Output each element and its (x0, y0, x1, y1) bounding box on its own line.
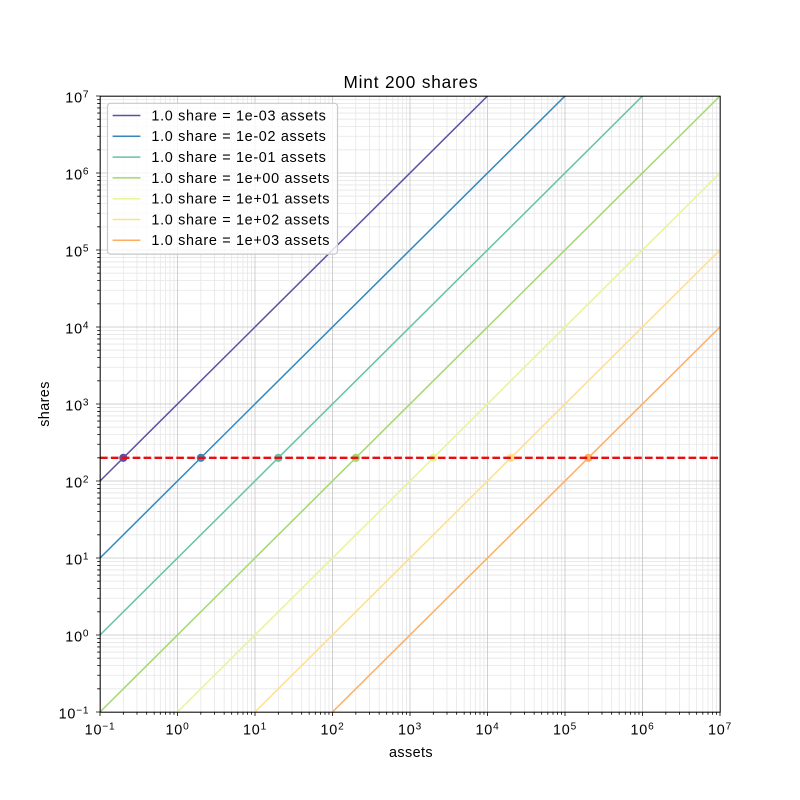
svg-text:100: 100 (165, 722, 189, 739)
svg-text:101: 101 (65, 552, 89, 569)
svg-text:106: 106 (630, 722, 654, 739)
svg-text:104: 104 (475, 722, 499, 739)
svg-text:assets: assets (389, 745, 433, 761)
svg-text:107: 107 (65, 90, 89, 107)
svg-text:1.0 share = 1e-02 assets: 1.0 share = 1e-02 assets (151, 129, 326, 145)
svg-text:102: 102 (65, 475, 89, 492)
svg-text:103: 103 (65, 398, 89, 415)
svg-text:shares: shares (37, 381, 53, 427)
svg-text:104: 104 (65, 321, 89, 338)
svg-text:100: 100 (65, 629, 89, 646)
svg-text:1.0 share = 1e-03 assets: 1.0 share = 1e-03 assets (151, 108, 326, 124)
svg-text:1.0 share = 1e+03 assets: 1.0 share = 1e+03 assets (151, 233, 330, 249)
svg-text:105: 105 (553, 722, 577, 739)
svg-text:102: 102 (320, 722, 344, 739)
svg-text:1.0 share = 1e+02 assets: 1.0 share = 1e+02 assets (151, 212, 330, 228)
svg-text:1.0 share = 1e-01 assets: 1.0 share = 1e-01 assets (151, 150, 326, 166)
svg-text:Mint 200 shares: Mint 200 shares (343, 72, 478, 92)
svg-text:107: 107 (708, 722, 732, 739)
svg-text:1.0 share = 1e+00 assets: 1.0 share = 1e+00 assets (151, 171, 330, 187)
svg-text:105: 105 (65, 244, 89, 261)
svg-text:103: 103 (398, 722, 422, 739)
svg-text:101: 101 (243, 722, 267, 739)
svg-text:1.0 share = 1e+01 assets: 1.0 share = 1e+01 assets (151, 192, 330, 208)
svg-text:106: 106 (65, 167, 89, 184)
